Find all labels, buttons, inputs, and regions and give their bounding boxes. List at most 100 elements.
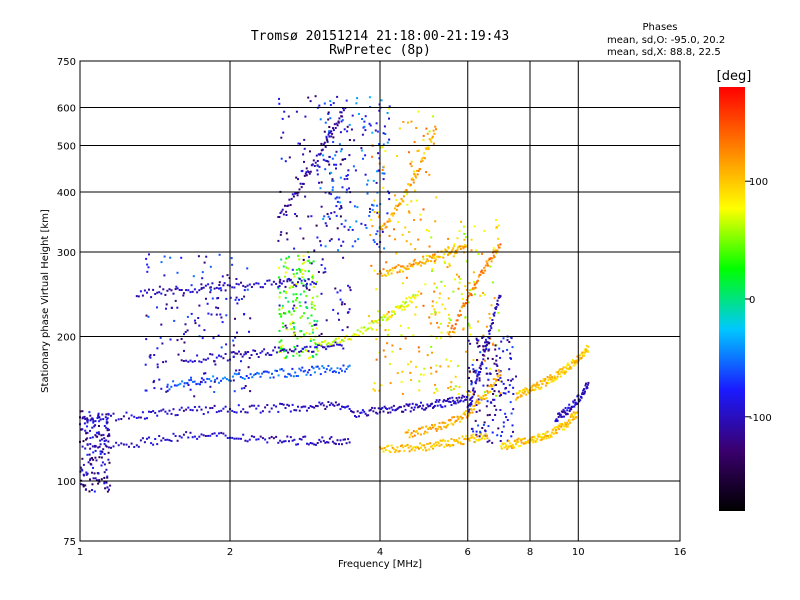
data-point	[493, 362, 496, 365]
data-point	[325, 368, 328, 371]
data-point	[459, 415, 462, 418]
data-point	[274, 346, 276, 349]
data-point	[515, 375, 517, 378]
data-point	[453, 327, 456, 330]
data-point	[198, 324, 201, 327]
data-point	[511, 424, 514, 427]
data-point	[339, 176, 342, 179]
data-point	[319, 152, 322, 155]
data-point	[207, 357, 210, 360]
data-point	[467, 414, 470, 417]
data-point	[407, 429, 410, 432]
data-point	[468, 324, 471, 327]
data-point	[421, 407, 424, 410]
data-point	[103, 476, 106, 479]
data-point	[411, 447, 414, 450]
data-point	[342, 406, 345, 408]
data-point	[327, 112, 330, 115]
data-point	[330, 135, 333, 138]
data-point	[232, 379, 235, 382]
data-point	[291, 439, 294, 442]
data-point	[334, 401, 337, 404]
data-point	[227, 379, 230, 382]
data-point	[325, 343, 328, 346]
data-point	[347, 365, 350, 368]
data-point	[163, 274, 166, 277]
data-point	[220, 409, 223, 412]
data-point	[168, 439, 171, 442]
data-point	[393, 310, 396, 313]
data-point	[495, 394, 497, 397]
data-point	[321, 341, 324, 343]
data-point	[101, 413, 104, 416]
data-point	[373, 241, 376, 244]
data-point	[401, 308, 404, 311]
data-point	[325, 137, 328, 140]
data-point	[293, 310, 295, 313]
data-point	[384, 133, 387, 135]
data-point	[296, 337, 299, 340]
data-point	[209, 291, 212, 294]
data-point	[543, 433, 546, 436]
data-point	[94, 456, 97, 459]
data-point	[497, 369, 500, 372]
data-point	[505, 416, 508, 419]
data-point	[97, 412, 100, 415]
data-point	[390, 406, 393, 409]
data-point	[403, 405, 406, 408]
data-point	[453, 439, 456, 441]
data-point	[396, 407, 399, 410]
data-point	[375, 328, 378, 331]
data-point	[180, 436, 183, 439]
data-point	[453, 245, 456, 248]
data-point	[562, 366, 565, 369]
data-point	[394, 312, 396, 315]
data-point	[81, 417, 84, 420]
data-point	[437, 425, 440, 428]
data-point	[102, 418, 105, 421]
data-point	[282, 280, 285, 283]
data-point	[422, 208, 425, 211]
data-point	[467, 410, 470, 413]
data-point	[201, 277, 204, 280]
data-point	[501, 431, 504, 433]
data-point	[472, 430, 475, 433]
data-point	[323, 215, 326, 218]
data-point	[169, 256, 172, 259]
data-point	[87, 461, 90, 464]
data-point	[184, 382, 187, 385]
data-point	[349, 226, 352, 229]
data-point	[485, 325, 488, 328]
data-point	[388, 138, 391, 141]
data-point	[168, 409, 171, 412]
data-point	[457, 393, 460, 395]
data-point	[315, 353, 318, 356]
data-point	[399, 445, 402, 448]
data-point	[148, 288, 150, 291]
data-point	[324, 339, 327, 342]
data-point	[318, 367, 321, 370]
data-point	[463, 225, 465, 228]
data-point	[551, 431, 554, 434]
data-point	[466, 390, 469, 393]
data-point	[407, 446, 410, 449]
data-point	[525, 393, 528, 396]
data-point	[415, 365, 417, 368]
data-point	[327, 111, 330, 114]
data-point	[373, 211, 376, 213]
data-point	[240, 281, 242, 284]
data-point	[416, 263, 419, 266]
data-point	[402, 121, 405, 123]
data-point	[94, 420, 97, 423]
y-tick-label: 400	[57, 188, 76, 199]
data-point	[415, 429, 418, 432]
data-point	[162, 288, 165, 291]
data-point	[418, 389, 421, 392]
data-point	[303, 147, 306, 150]
data-point	[417, 346, 420, 349]
data-point	[216, 297, 219, 300]
data-point	[479, 433, 482, 436]
data-point	[324, 370, 327, 373]
data-point	[218, 284, 221, 286]
